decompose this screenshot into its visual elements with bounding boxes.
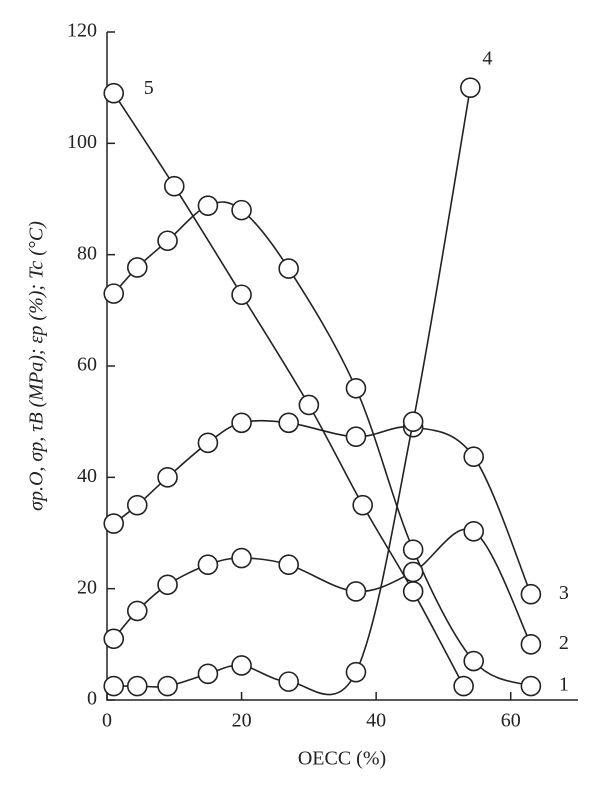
series-label: 5 bbox=[144, 77, 154, 99]
point bbox=[352, 494, 373, 516]
point bbox=[197, 195, 219, 216]
point bbox=[463, 650, 485, 672]
series-label: 1 bbox=[559, 674, 569, 696]
x-tick-label: 0 bbox=[102, 710, 112, 732]
point bbox=[402, 581, 424, 602]
point bbox=[520, 583, 542, 605]
point bbox=[520, 634, 542, 655]
y-tick-label: 40 bbox=[77, 465, 97, 487]
point bbox=[126, 494, 148, 516]
point bbox=[197, 432, 219, 454]
series-label: 2 bbox=[559, 632, 569, 654]
point bbox=[197, 663, 219, 685]
series-line bbox=[113, 201, 532, 687]
point bbox=[103, 628, 125, 650]
point bbox=[157, 467, 178, 488]
point bbox=[345, 426, 367, 447]
point bbox=[231, 412, 252, 434]
point bbox=[345, 377, 367, 399]
y-tick-label: 80 bbox=[77, 242, 97, 264]
point bbox=[463, 446, 485, 468]
point bbox=[460, 77, 481, 98]
point bbox=[126, 257, 148, 278]
point bbox=[278, 258, 299, 279]
y-tick-label: 20 bbox=[77, 576, 97, 598]
point bbox=[103, 513, 125, 534]
y-tick-label: 100 bbox=[67, 131, 97, 153]
point bbox=[453, 675, 474, 697]
point bbox=[463, 521, 485, 542]
y-tick-label: 0 bbox=[87, 688, 97, 710]
point bbox=[278, 412, 299, 434]
y-tick-label: 120 bbox=[67, 20, 97, 42]
x-axis-label: OECC (%) bbox=[298, 748, 386, 770]
point bbox=[298, 394, 320, 416]
series-line bbox=[113, 87, 472, 696]
point bbox=[345, 661, 367, 683]
y-tick-label: 60 bbox=[77, 354, 97, 376]
y-axis-label: σp.O, σp, τB (MPa); εp (%); Tc (°C) bbox=[26, 221, 48, 511]
point bbox=[231, 655, 252, 676]
series-label: 3 bbox=[559, 582, 569, 604]
point bbox=[231, 284, 252, 306]
point bbox=[103, 283, 125, 304]
point bbox=[402, 539, 424, 561]
point bbox=[163, 175, 185, 197]
x-tick-label: 60 bbox=[501, 710, 521, 732]
point bbox=[126, 675, 148, 697]
point bbox=[157, 230, 178, 252]
point bbox=[126, 600, 148, 622]
point bbox=[520, 675, 542, 697]
point bbox=[103, 675, 125, 697]
x-tick-label: 20 bbox=[232, 710, 252, 732]
point bbox=[103, 82, 125, 104]
point bbox=[157, 675, 178, 697]
point bbox=[345, 581, 367, 602]
axes bbox=[106, 32, 578, 701]
point bbox=[231, 199, 252, 221]
point bbox=[231, 547, 252, 569]
point bbox=[278, 671, 299, 692]
point bbox=[402, 411, 424, 432]
series-label: 4 bbox=[482, 47, 492, 69]
point bbox=[197, 554, 219, 576]
point bbox=[278, 554, 299, 576]
x-tick-label: 40 bbox=[366, 710, 386, 732]
series-line bbox=[113, 419, 532, 595]
point bbox=[157, 574, 178, 596]
